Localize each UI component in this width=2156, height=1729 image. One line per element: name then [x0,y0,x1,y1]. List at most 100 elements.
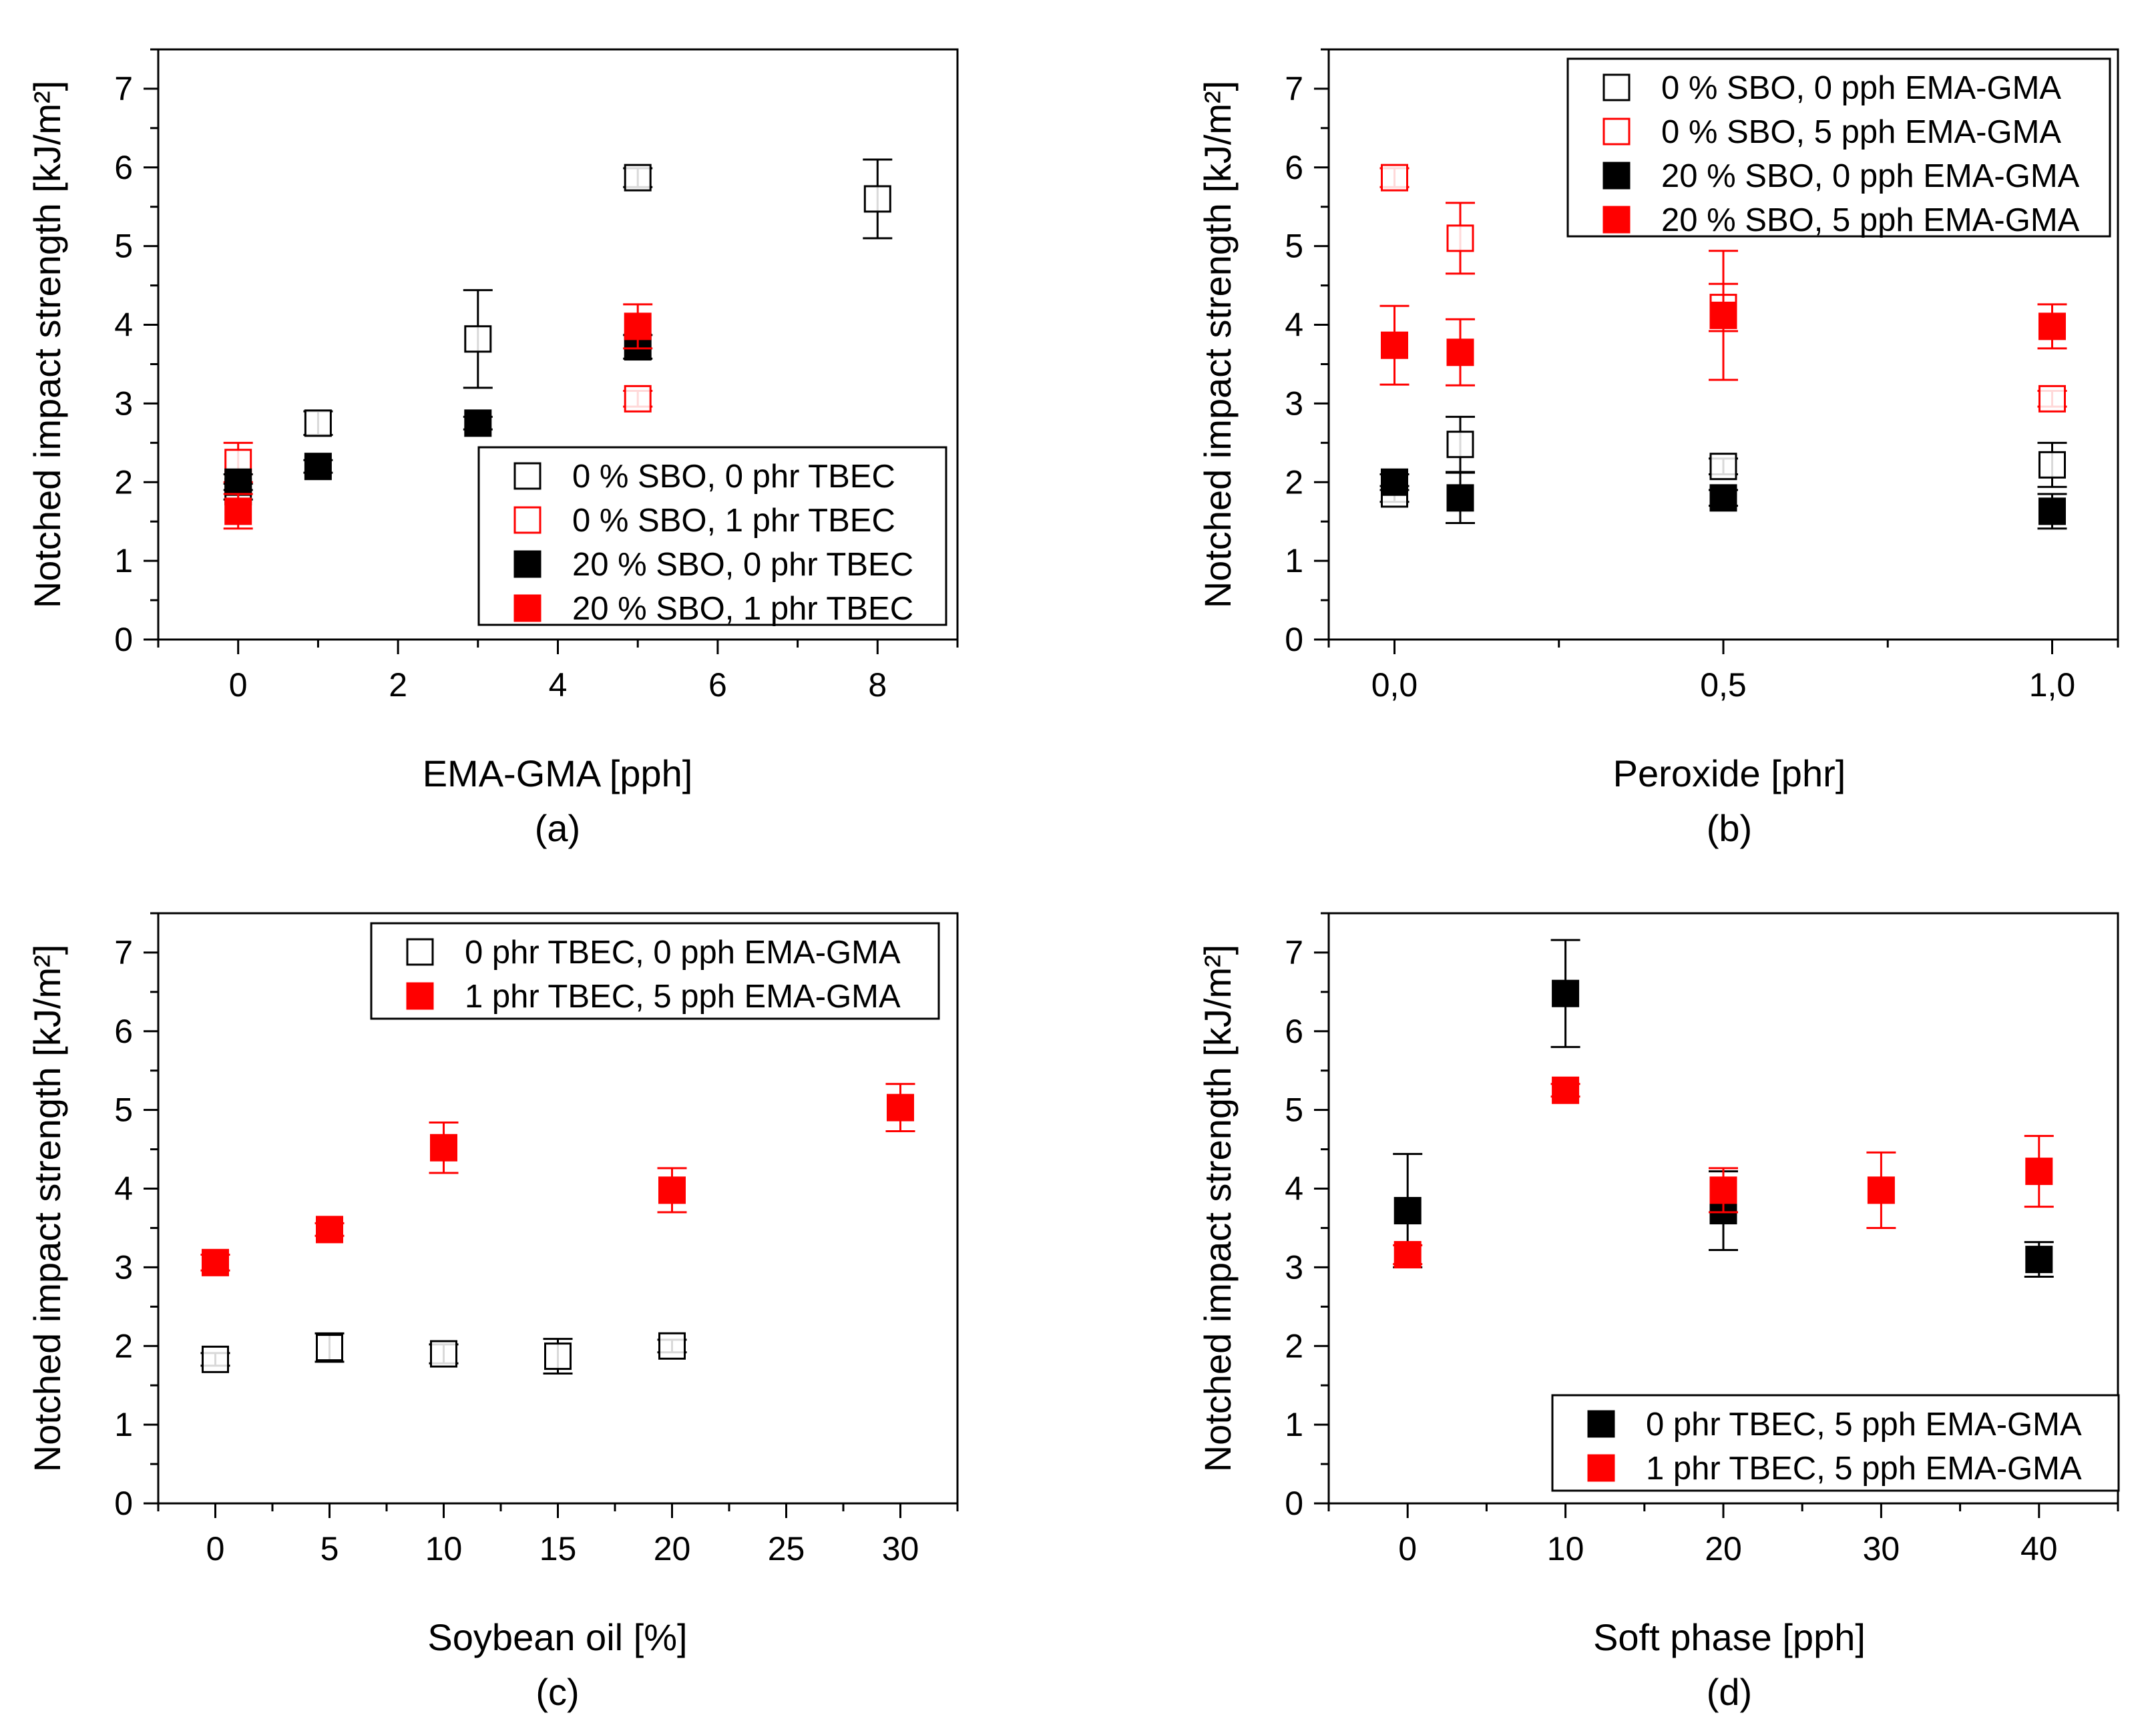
y-tick-label: 7 [1285,934,1303,971]
data-point [1381,164,1408,192]
y-tick-label: 2 [1285,463,1303,501]
y-tick-label: 2 [114,1327,133,1365]
data-point [1709,301,1737,329]
legend-marker [513,550,542,578]
y-tick-label: 0 [1285,1485,1303,1522]
x-tick-label: 2 [389,666,407,704]
x-tick-label: 0 [229,666,248,704]
panel-caption: (d) [1707,1671,1752,1713]
y-axis-label: Notched impact strength [kJ/m²] [26,945,68,1473]
y-tick-label: 6 [114,1013,133,1050]
data-point [887,1093,914,1122]
data-point [2038,385,2066,413]
data-point [863,185,891,213]
x-tick-label: 4 [549,666,568,704]
x-tick-label: 30 [1863,1530,1900,1567]
x-tick-label: 25 [768,1530,805,1567]
data-point [1709,453,1737,481]
legend-marker [1602,206,1631,234]
x-tick-label: 5 [320,1530,339,1567]
y-axis-label: Notched impact strength [kJ/m²] [1197,945,1239,1473]
y-axis-label: Notched impact strength [kJ/m²] [26,81,68,609]
series-0 [1393,939,2054,1278]
y-tick-label: 0 [114,621,133,658]
y-tick-label: 7 [1285,70,1303,107]
data-point [202,1345,229,1373]
panel-c: 0 1 2 3 4 5 6 7 0 5 10 15 20 25 30 Soybean oil [%] Notch… [26,912,959,1713]
legend-marker [1602,73,1631,101]
data-point [1552,979,1580,1007]
x-tick-label: 10 [425,1530,463,1567]
legend-marker [513,594,542,622]
series-1 [200,1083,915,1276]
legend-label: 0 phr TBEC, 0 pph EMA-GMA [465,935,901,971]
legend-marker [513,506,542,534]
legend-box [1551,1394,2120,1492]
legend: 0 % SBO, 0 pph EMA-GMA 0 % SBO, 5 pph EMA… [1566,57,2111,238]
legend: 0 phr TBEC, 5 pph EMA-GMA 1 phr TBEC, 5 p… [1551,1394,2120,1492]
data-point [430,1340,457,1368]
y-tick-label: 3 [114,1248,133,1286]
legend-marker [406,982,434,1010]
y-tick-label: 7 [114,934,133,971]
x-tick-label: 40 [2020,1530,2058,1567]
data-point [624,164,652,192]
series-3 [223,303,653,530]
panel-caption: (b) [1707,807,1752,849]
legend-label: 20 % SBO, 5 pph EMA-GMA [1661,202,2080,238]
y-tick-label: 2 [1285,1327,1303,1365]
data-point [1867,1176,1895,1204]
legend-box [1566,57,2111,238]
x-tick-label: 1,0 [2029,666,2076,704]
y-tick-label: 6 [1285,1013,1303,1050]
data-point [1709,484,1737,512]
legend-marker [1602,117,1631,146]
data-point [202,1248,229,1276]
y-tick-label: 1 [1285,1406,1303,1443]
legend-label: 0 phr TBEC, 5 pph EMA-GMA [1646,1407,2082,1443]
x-tick-label: 0,5 [1700,666,1747,704]
y-tick-label: 5 [1285,228,1303,265]
data-point [2025,1158,2053,1186]
x-tick-label: 20 [654,1530,691,1567]
y-tick-label: 7 [114,70,133,107]
x-axis-label: EMA-GMA [pph] [423,752,693,794]
y-tick-label: 5 [114,228,133,265]
panel-b: 0 1 2 3 4 5 6 7 0,0 0,5 1,0 Peroxide [phr] Notched i… [1197,48,2119,849]
x-tick-label: 0 [1398,1530,1417,1567]
y-tick-label: 5 [1285,1091,1303,1129]
y-tick-label: 4 [1285,1170,1303,1208]
y-tick-label: 3 [114,385,133,422]
data-point [1393,1241,1422,1269]
data-point [624,385,652,413]
data-point [1393,1197,1422,1225]
data-point [624,312,652,340]
x-tick-label: 10 [1547,1530,1584,1567]
series-0 [200,1332,687,1375]
data-point [316,1216,343,1244]
legend-label: 0 % SBO, 0 phr TBEC [572,459,895,495]
x-axis-label: Peroxide [phr] [1613,752,1846,794]
x-tick-label: 30 [882,1530,919,1567]
y-tick-label: 3 [1285,385,1303,422]
panel-a: 0 1 2 3 4 5 6 7 0 2 4 6 8 EMA-GMA [pph] Notched impact… [26,48,959,849]
data-point [2025,1246,2053,1274]
data-point [1552,1076,1580,1104]
data-point [224,468,252,496]
data-point [1381,331,1408,359]
data-point [1446,431,1474,459]
legend: 0 phr TBEC, 0 pph EMA-GMA 1 phr TBEC, 5 p… [370,922,940,1020]
series-3 [1379,250,2067,387]
data-point [1446,224,1474,252]
data-point [2038,312,2066,340]
legend-marker [1602,162,1631,190]
data-point [464,325,492,353]
data-point [658,1176,686,1204]
y-tick-label: 4 [114,306,133,344]
legend-marker [513,462,542,490]
legend: 0 % SBO, 0 phr TBEC 0 % SBO, 1 phr TBEC 20… [477,446,947,627]
legend-label: 0 % SBO, 5 pph EMA-GMA [1661,114,2061,150]
legend-label: 20 % SBO, 1 phr TBEC [572,591,913,627]
y-tick-label: 1 [114,542,133,579]
legend-label: 20 % SBO, 0 pph EMA-GMA [1661,158,2080,194]
